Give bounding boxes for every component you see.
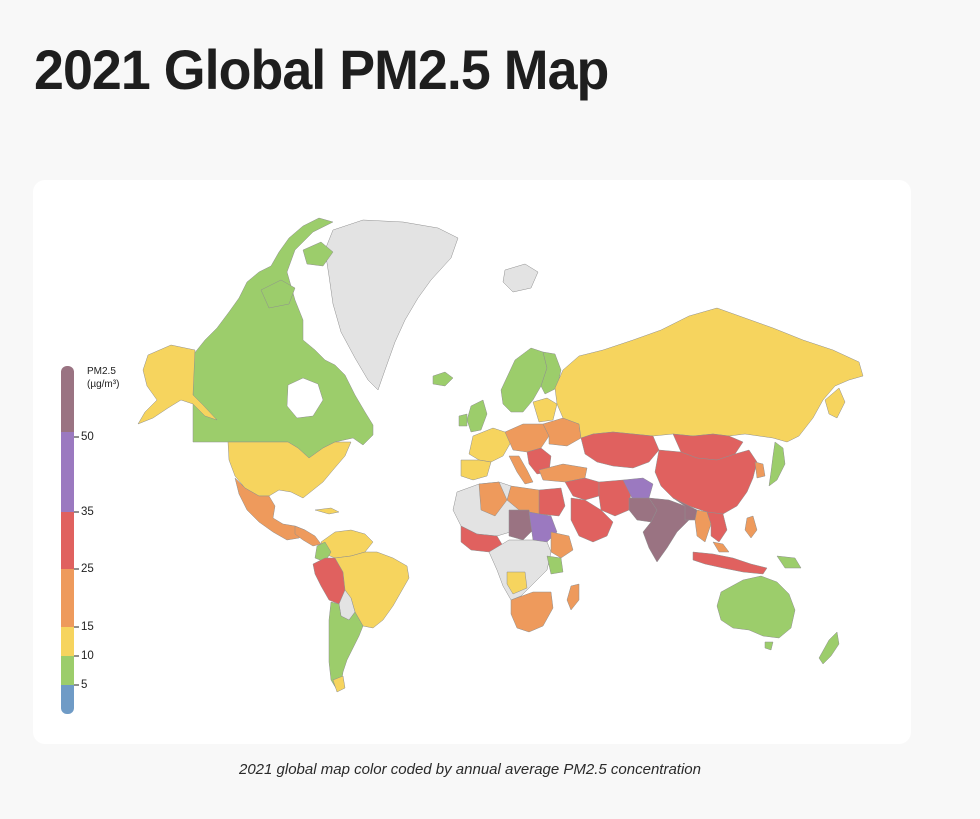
region-central-europe bbox=[504, 423, 550, 453]
region-angola bbox=[506, 571, 528, 595]
legend-bin-10-15 bbox=[61, 627, 74, 656]
region-caribbean bbox=[314, 507, 340, 515]
region-baltics bbox=[532, 397, 558, 423]
region-southern-africa bbox=[510, 591, 554, 633]
region-china bbox=[654, 449, 758, 515]
legend-colorbar bbox=[61, 366, 79, 714]
legend-bin-35-50 bbox=[61, 432, 74, 512]
region-japan bbox=[768, 441, 786, 487]
region-australia bbox=[716, 575, 796, 639]
region-central-america bbox=[294, 525, 322, 547]
legend-bin-15-25 bbox=[61, 569, 74, 627]
region-malaysia bbox=[712, 541, 730, 553]
region-greenland bbox=[324, 219, 459, 391]
region-arctic-islands-2 bbox=[302, 241, 334, 267]
region-egypt bbox=[538, 487, 566, 517]
legend-label-35: 35 bbox=[81, 506, 94, 518]
region-tasmania bbox=[764, 641, 774, 651]
region-indochina bbox=[706, 511, 728, 543]
region-arctic-islands-1 bbox=[260, 279, 296, 309]
region-iberia bbox=[460, 459, 492, 481]
region-colombia-venezuela bbox=[320, 529, 374, 559]
legend-label-5: 5 bbox=[81, 679, 88, 691]
legend-title-line2: (µg/m³) bbox=[87, 379, 120, 390]
region-madagascar bbox=[566, 583, 580, 611]
map-caption: 2021 global map color coded by annual av… bbox=[239, 761, 701, 778]
region-ethiopia bbox=[550, 531, 574, 559]
region-argentina-chile bbox=[328, 601, 364, 691]
region-east-africa bbox=[546, 555, 564, 575]
region-syria-iraq bbox=[564, 477, 600, 501]
page-title: 2021 Global PM2.5 Map bbox=[34, 38, 609, 101]
region-colombia-west bbox=[314, 541, 332, 563]
legend-title-line1: PM2.5 bbox=[87, 366, 116, 377]
map-card: PM2.5 (µg/m³) 50 35 25 15 10 5 bbox=[33, 180, 911, 744]
region-western-europe bbox=[468, 427, 512, 463]
region-ireland bbox=[458, 413, 468, 427]
region-saudi bbox=[570, 497, 614, 543]
legend-bin-lt5-top bbox=[61, 685, 74, 697]
region-philippines bbox=[744, 515, 758, 539]
legend-bin-25-35 bbox=[61, 512, 74, 569]
region-iceland bbox=[432, 371, 454, 387]
region-new-zealand bbox=[818, 631, 840, 665]
region-algeria bbox=[478, 481, 508, 517]
region-korea bbox=[754, 461, 766, 479]
legend-label-50: 50 bbox=[81, 431, 94, 443]
legend-bin-gt50 bbox=[61, 366, 74, 438]
legend-bin-5-10 bbox=[61, 656, 74, 685]
region-indonesia bbox=[692, 551, 768, 575]
legend-label-15: 15 bbox=[81, 621, 94, 633]
region-png bbox=[776, 555, 802, 569]
region-russia bbox=[554, 307, 864, 443]
region-kazakhstan bbox=[580, 431, 660, 469]
world-map bbox=[61, 217, 864, 714]
region-chad-niger bbox=[508, 509, 534, 541]
legend-label-10: 10 bbox=[81, 650, 94, 662]
legend-label-25: 25 bbox=[81, 563, 94, 575]
region-kamchatka bbox=[824, 387, 846, 419]
region-patagonia bbox=[332, 675, 346, 693]
region-alaska bbox=[137, 344, 218, 425]
region-italy bbox=[508, 455, 534, 485]
region-uk bbox=[466, 399, 488, 433]
region-svalbard bbox=[502, 263, 539, 293]
region-india bbox=[642, 497, 690, 563]
region-finland bbox=[540, 351, 562, 395]
region-central-africa bbox=[488, 539, 552, 601]
region-hudson-bay bbox=[286, 377, 324, 419]
